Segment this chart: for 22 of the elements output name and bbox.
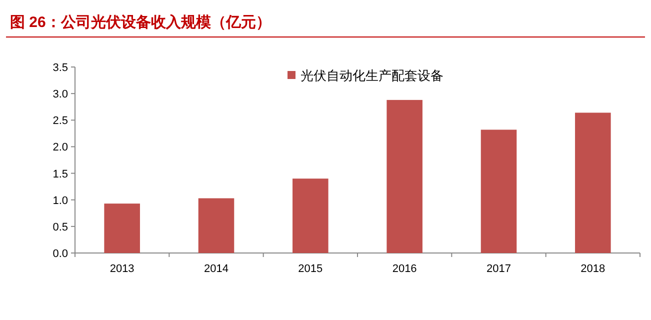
bar [575,112,611,253]
y-tick-label: 1.0 [52,194,68,207]
y-tick-label: 1.5 [52,168,68,180]
y-tick-label: 0.5 [52,221,68,234]
x-tick-label: 2013 [110,263,134,275]
x-tick-label: 2016 [392,263,417,275]
bar [292,178,328,253]
y-tick-label: 3.5 [52,62,68,74]
bar [480,130,517,253]
bar [386,100,422,253]
x-tick-label: 2014 [204,263,228,275]
bar [104,204,140,253]
chart-title: 图 26：公司光伏设备收入规模（亿元） [10,14,271,31]
x-tick-label: 2015 [298,263,323,275]
y-tick-label: 3.0 [52,88,68,101]
y-tick-label: 2.5 [52,115,68,128]
x-tick-label: 2018 [580,263,606,275]
legend-label: 光伏自动化生产配套设备 [300,68,444,83]
y-tick-label: 0.0 [52,248,68,260]
bar [198,198,234,253]
y-tick-label: 2.0 [52,142,68,154]
x-tick-label: 2017 [486,263,511,275]
